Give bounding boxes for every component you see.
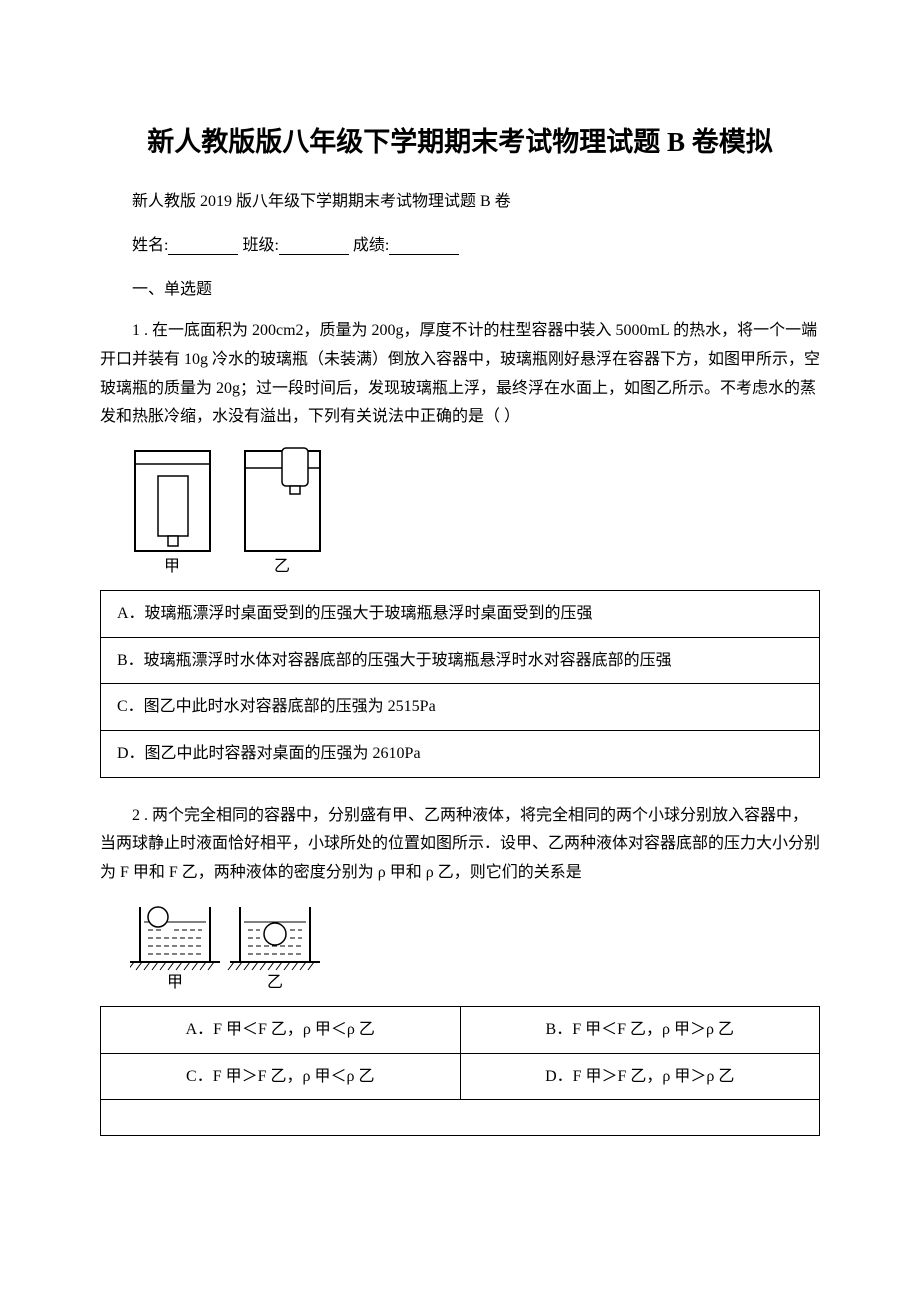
fig2-label-left: 甲 — [167, 974, 183, 991]
q2-option-d[interactable]: D．F 甲＞F 乙，ρ 甲＞ρ 乙 — [460, 1053, 820, 1100]
question-1: 1 . 在一底面积为 200cm2，质量为 200g，厚度不计的柱型容器中装入 … — [100, 317, 820, 432]
q2-option-b[interactable]: B．F 甲＜F 乙，ρ 甲＞ρ 乙 — [460, 1006, 820, 1053]
question-2-figure: 甲 乙 — [130, 902, 820, 992]
page-title: 新人教版版八年级下学期期末考试物理试题 B 卷模拟 — [100, 120, 820, 159]
q1-option-b[interactable]: B．玻璃瓶漂浮时水体对容器底部的压强大于玻璃瓶悬浮时水对容器底部的压强 — [101, 637, 820, 684]
question-2: 2 . 两个完全相同的容器中，分别盛有甲、乙两种液体，将完全相同的两个小球分别放… — [100, 802, 820, 888]
question-1-text: 1 . 在一底面积为 200cm2，质量为 200g，厚度不计的柱型容器中装入 … — [100, 317, 820, 432]
section-header: 一、单选题 — [100, 275, 820, 299]
student-info-row: 姓名: 班级: 成绩: — [100, 231, 820, 255]
name-label: 姓名: — [132, 237, 168, 254]
score-blank[interactable] — [389, 237, 459, 255]
fig1-label-right: 乙 — [274, 558, 290, 575]
q1-option-c[interactable]: C．图乙中此时水对容器底部的压强为 2515Pa — [101, 684, 820, 731]
question-2-options: A．F 甲＜F 乙，ρ 甲＜ρ 乙 B．F 甲＜F 乙，ρ 甲＞ρ 乙 C．F … — [100, 1006, 820, 1136]
question-2-text: 2 . 两个完全相同的容器中，分别盛有甲、乙两种液体，将完全相同的两个小球分别放… — [100, 802, 820, 888]
q1-option-a[interactable]: A．玻璃瓶漂浮时桌面受到的压强大于玻璃瓶悬浮时桌面受到的压强 — [101, 591, 820, 638]
fig2-label-right: 乙 — [267, 974, 283, 991]
score-label: 成绩: — [353, 237, 389, 254]
q2-option-a[interactable]: A．F 甲＜F 乙，ρ 甲＜ρ 乙 — [101, 1006, 461, 1053]
name-blank[interactable] — [168, 237, 238, 255]
q2-empty-row — [101, 1100, 820, 1136]
q2-option-c[interactable]: C．F 甲＞F 乙，ρ 甲＜ρ 乙 — [101, 1053, 461, 1100]
class-label: 班级: — [242, 237, 278, 254]
question-1-options: A．玻璃瓶漂浮时桌面受到的压强大于玻璃瓶悬浮时桌面受到的压强 B．玻璃瓶漂浮时水… — [100, 590, 820, 777]
subtitle: 新人教版 2019 版八年级下学期期末考试物理试题 B 卷 — [100, 187, 820, 211]
class-blank[interactable] — [279, 237, 349, 255]
question-1-figure: 甲 乙 — [130, 446, 820, 576]
fig1-label-left: 甲 — [164, 558, 180, 575]
q1-option-d[interactable]: D．图乙中此时容器对桌面的压强为 2610Pa — [101, 730, 820, 777]
